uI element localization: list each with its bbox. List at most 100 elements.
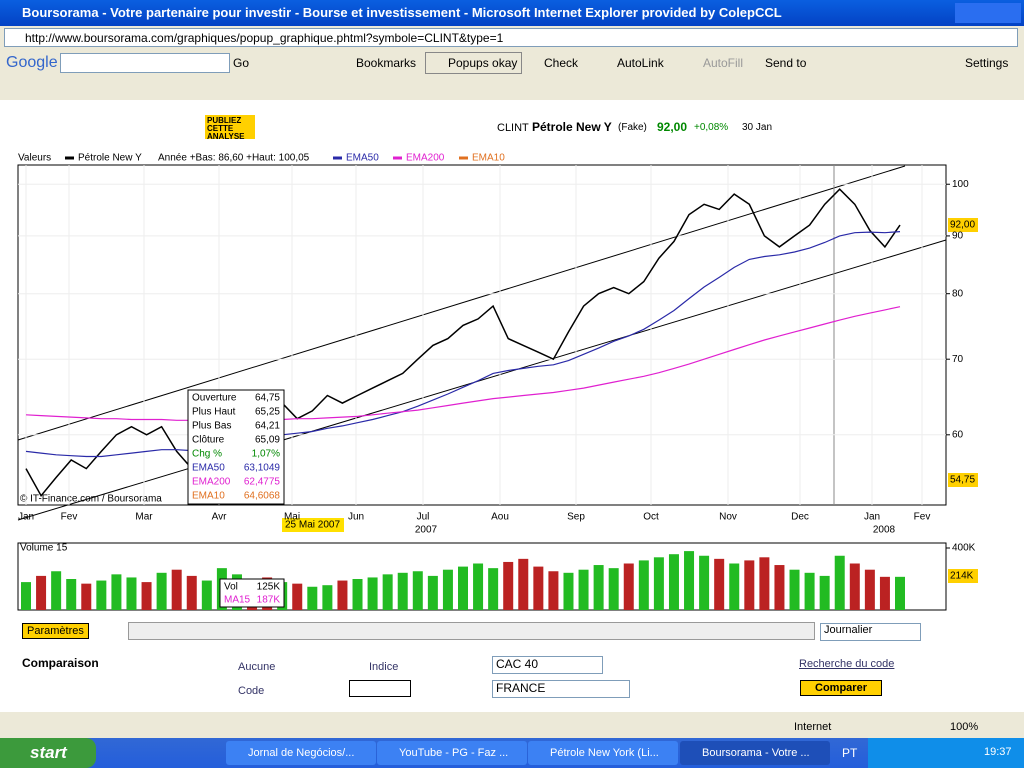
radio-none[interactable]: Aucune: [238, 661, 276, 673]
code-input[interactable]: [349, 680, 411, 697]
go[interactable]: Go: [233, 56, 250, 70]
volume-tag: [948, 569, 978, 583]
tooltip-key: Chg %: [192, 449, 222, 460]
volume-bar: [337, 580, 348, 610]
language[interactable]: PT: [842, 746, 858, 760]
tooltip-value: 63,1049: [244, 463, 281, 474]
volume-bar: [668, 554, 679, 610]
series-line: [25, 306, 901, 422]
tooltip-key: Clôture: [192, 435, 225, 446]
compare-button[interactable]: Comparer: [800, 680, 882, 696]
year-label: 2008: [873, 525, 896, 536]
volume-bar: [488, 568, 499, 610]
volume-bar: [171, 569, 182, 610]
autofill[interactable]: AutoFill: [703, 56, 744, 70]
volume-bar: [895, 576, 905, 610]
search-box[interactable]: [60, 53, 230, 73]
task-item[interactable]: YouTube - PG - Faz ...: [377, 741, 527, 765]
start-button[interactable]: start: [0, 738, 96, 768]
task-item[interactable]: Pétrole New York (Li...: [528, 741, 678, 765]
y-tick-label: 100: [952, 179, 969, 190]
volume-title: Volume 15: [20, 543, 68, 554]
low-label: 54,75: [950, 475, 975, 486]
tooltip-key: Plus Bas: [192, 421, 231, 432]
window-buttons[interactable]: [955, 3, 1021, 23]
series-line: [25, 231, 901, 458]
y-tick-label: 70: [952, 354, 964, 365]
quote-tag: (Fake): [618, 122, 647, 133]
address-bar[interactable]: http://www.boursorama.com/graphiques/pop…: [4, 28, 1018, 47]
volume-bar: [744, 560, 755, 610]
x-tick-label: Fev: [914, 512, 931, 523]
quote-name: Pétrole New Y: [532, 120, 612, 134]
credit: © IT-Finance.com / Boursorama: [20, 494, 162, 505]
task-item[interactable]: Jornal de Negócios/...: [226, 741, 376, 765]
radio-index[interactable]: Indice: [369, 661, 399, 673]
period-select[interactable]: Journalier: [820, 623, 921, 641]
quote-change: +0,08%: [694, 122, 729, 133]
volume-bar: [623, 563, 634, 610]
popups[interactable]: Popups okay: [425, 52, 523, 74]
status-zoom[interactable]: 100%: [950, 721, 979, 733]
plot-frame: [17, 164, 947, 506]
volume-bar: [714, 558, 725, 610]
index-select[interactable]: CAC 40: [492, 656, 603, 674]
x-tick-label: Fev: [61, 512, 78, 523]
volume-bar: [201, 580, 212, 610]
volume-bar: [759, 557, 770, 610]
radio-code[interactable]: Code: [238, 685, 265, 697]
google-logo: Google: [6, 54, 58, 71]
country-select[interactable]: FRANCE: [492, 680, 630, 698]
volume-bar: [729, 563, 740, 610]
scrollbar[interactable]: [128, 622, 815, 640]
search-link[interactable]: Recherche du code: [799, 658, 895, 670]
tooltip-key: Plus Haut: [192, 407, 236, 418]
tooltip-value: 62,4775: [244, 477, 281, 488]
tooltip-value: 64,6068: [244, 491, 281, 502]
y-tick-label: 60: [952, 429, 964, 440]
volume-bar: [36, 575, 47, 610]
tooltip-key: EMA10: [192, 491, 225, 502]
volume-bar: [307, 586, 318, 610]
volume-bar: [653, 557, 664, 610]
low-tag: [948, 473, 978, 487]
volume-bar: [819, 575, 830, 610]
bookmarks[interactable]: Bookmarks: [356, 56, 417, 70]
volume-bar: [382, 574, 393, 610]
volume-bar: [849, 563, 860, 610]
volume-bar: [322, 585, 333, 610]
volume-bar: [804, 572, 815, 610]
check[interactable]: Check: [544, 56, 579, 70]
legend-entry: EMA10: [472, 153, 505, 164]
x-tick-label: Avr: [212, 512, 227, 523]
tooltip-key: EMA50: [192, 463, 225, 474]
params-button[interactable]: Paramètres: [22, 623, 89, 639]
x-tick-label: Jul: [417, 512, 430, 523]
autolink[interactable]: AutoLink: [617, 56, 664, 70]
x-tick-label: Mar: [135, 512, 153, 523]
volume-bar: [518, 558, 529, 610]
tooltip-value: 187K: [257, 595, 281, 606]
settings[interactable]: Settings: [965, 56, 1009, 70]
quote-symbol: CLINT: [497, 122, 529, 134]
x-tick-label: Dec: [791, 512, 809, 523]
volume-bar: [593, 565, 604, 610]
sendto[interactable]: Send to: [765, 56, 807, 70]
tray: [868, 738, 1024, 768]
task-item[interactable]: Boursorama - Votre ...: [680, 741, 830, 765]
legend-entry: EMA200: [406, 153, 445, 164]
legend-label: Valeurs: [18, 153, 51, 164]
volume-bar: [563, 572, 574, 610]
volume-bar: [638, 560, 649, 610]
volume-bar: [352, 579, 363, 610]
publish-button[interactable]: PUBLIEZ CETTE ANALYSE: [205, 115, 255, 141]
clock: 19:37: [984, 746, 1012, 758]
volume-bar: [141, 582, 152, 610]
tooltip-value: 64,75: [255, 393, 280, 404]
tooltip-value: 125K: [257, 582, 281, 593]
volume-bar: [684, 551, 695, 610]
volume-bar: [51, 571, 62, 610]
legend-info: Année +Bas: 86,60 +Haut: 100,05: [158, 153, 310, 164]
tooltip-key: Ouverture: [192, 393, 237, 404]
volume-bar: [427, 575, 438, 610]
